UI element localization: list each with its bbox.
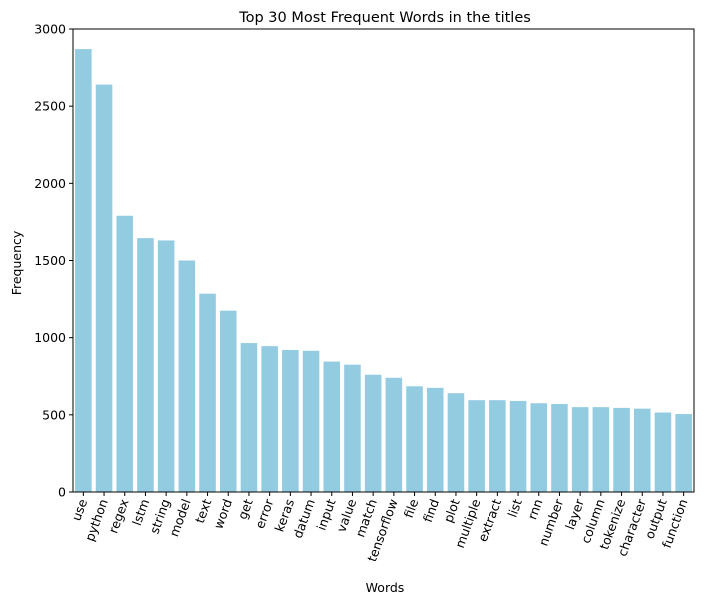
bar-number <box>551 404 568 492</box>
bar-find <box>426 387 444 492</box>
x-tick-label-use: use <box>69 497 91 523</box>
bar-value <box>344 364 361 492</box>
bar-match <box>364 374 382 492</box>
bar-text <box>199 293 216 492</box>
bar-multiple <box>468 400 485 492</box>
y-tick-label: 500 <box>42 407 66 422</box>
x-tick-label-find: find <box>420 497 442 524</box>
bar-layer <box>571 407 589 492</box>
y-tick-label: 1000 <box>34 330 66 345</box>
bar-list <box>509 400 527 492</box>
chart-title: Top 30 Most Frequent Words in the titles <box>238 10 531 26</box>
bar-datum <box>302 350 320 492</box>
bar-get <box>240 343 258 492</box>
bar-word <box>219 310 237 492</box>
y-tick-label: 0 <box>58 485 66 500</box>
y-axis: 0 500 1000 1500 2000 2500 3000 <box>34 22 73 500</box>
plot-frame <box>72 28 695 493</box>
bars <box>75 49 692 493</box>
x-tick-label-list: list <box>504 497 524 519</box>
bar-keras <box>282 350 299 492</box>
x-tick-label-get: get <box>235 497 256 522</box>
bar-extract <box>489 400 506 492</box>
bar-plot <box>447 393 465 492</box>
bar-lstm <box>137 238 154 492</box>
x-tick-label-file: file <box>401 497 422 520</box>
bar-string <box>157 240 175 492</box>
bar-tensorflow <box>385 377 403 492</box>
y-tick-label: 2000 <box>34 176 66 191</box>
y-tick-label: 1500 <box>34 253 66 268</box>
bar-error <box>261 346 278 492</box>
bar-column <box>592 407 610 492</box>
x-tick-label-rnn: rnn <box>524 497 545 522</box>
bar-output <box>654 412 672 492</box>
bar-python <box>95 84 113 492</box>
y-axis-label: Frequency <box>9 230 24 295</box>
bar-use <box>75 49 92 493</box>
x-axis-label: Words <box>366 580 405 595</box>
bar-character <box>633 408 651 492</box>
bar-regex <box>116 215 134 492</box>
x-tick-label-plot: plot <box>440 497 462 525</box>
bar-file <box>406 386 423 492</box>
bar-rnn <box>530 403 548 492</box>
y-tick-label: 3000 <box>34 22 66 37</box>
bar-function <box>675 414 692 492</box>
bar-input <box>323 361 341 492</box>
x-tick-label-text: text <box>192 497 215 525</box>
bar-tokenize <box>613 407 630 492</box>
bar-model <box>178 260 196 492</box>
y-tick-label: 2500 <box>34 99 66 114</box>
